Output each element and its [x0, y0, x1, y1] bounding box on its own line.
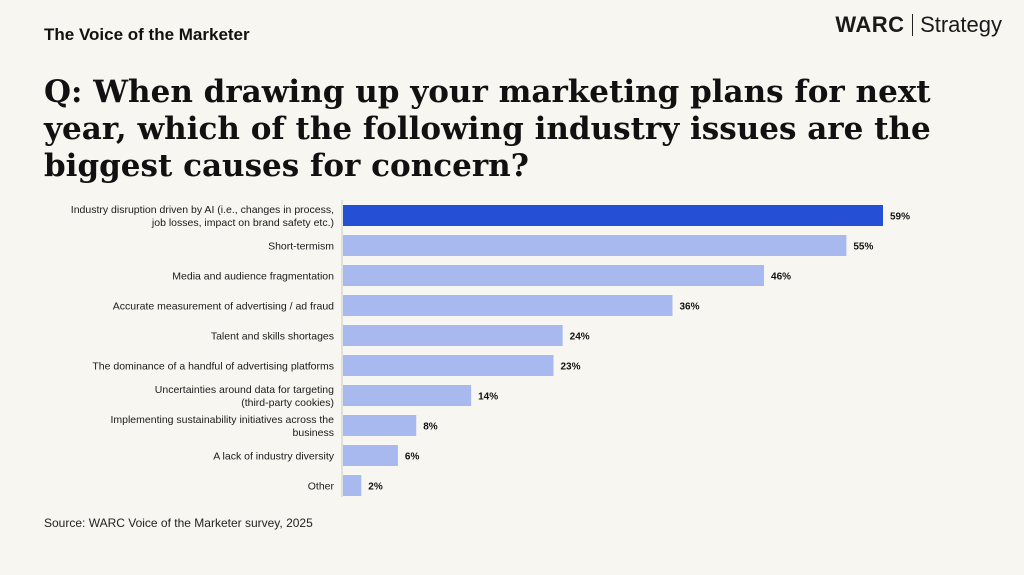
bar: [343, 235, 847, 256]
value-label: 6%: [405, 452, 420, 463]
category-label: Implementing sustainability initiatives …: [110, 414, 334, 426]
value-label: 59%: [890, 212, 910, 223]
category-label: Uncertainties around data for targeting: [155, 384, 334, 396]
category-label: Short-termism: [268, 241, 334, 253]
bar: [343, 415, 417, 436]
bar: [343, 325, 563, 346]
category-label: Accurate measurement of advertising / ad…: [113, 301, 334, 313]
bar: [343, 385, 472, 406]
value-label: 36%: [679, 302, 699, 313]
bar: [343, 445, 398, 466]
bar: [343, 355, 554, 376]
brand-name: WARC: [835, 12, 905, 37]
category-label: Industry disruption driven by AI (i.e., …: [71, 204, 334, 216]
bar: [343, 475, 362, 496]
brand-logo: WARC Strategy: [835, 12, 1002, 38]
value-label: 23%: [561, 362, 581, 373]
source-note: Source: WARC Voice of the Marketer surve…: [44, 516, 313, 530]
category-label: The dominance of a handful of advertisin…: [92, 361, 334, 373]
category-label: (third-party cookies): [241, 397, 334, 409]
bar: [343, 295, 673, 316]
bar: [343, 205, 883, 226]
category-label: job losses, impact on brand safety etc.): [151, 217, 334, 229]
question-title: Q: When drawing up your marketing plans …: [44, 74, 931, 184]
category-label: Talent and skills shortages: [211, 331, 334, 343]
brand-suffix: Strategy: [920, 12, 1002, 37]
kicker-title: The Voice of the Marketer: [44, 25, 250, 44]
category-label: A lack of industry diversity: [213, 451, 335, 463]
bar: [343, 265, 765, 286]
value-label: 8%: [423, 422, 438, 433]
category-label: business: [293, 427, 334, 439]
value-label: 46%: [771, 272, 791, 283]
value-label: 24%: [570, 332, 590, 343]
value-label: 14%: [478, 392, 498, 403]
value-label: 55%: [853, 242, 873, 253]
category-label: Other: [308, 481, 335, 493]
brand-divider: [911, 14, 914, 36]
value-label: 2%: [368, 482, 383, 493]
category-label: Media and audience fragmentation: [172, 271, 334, 283]
